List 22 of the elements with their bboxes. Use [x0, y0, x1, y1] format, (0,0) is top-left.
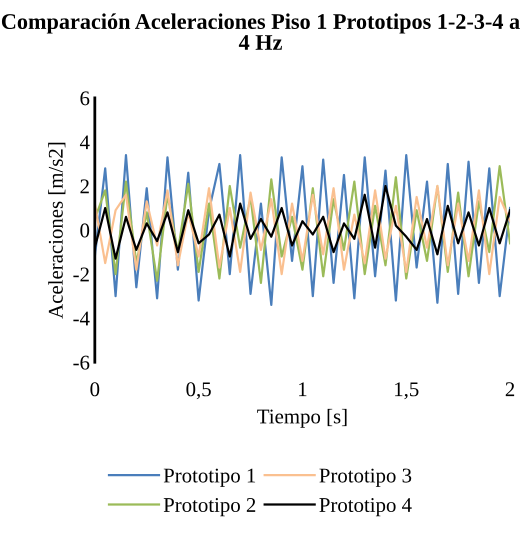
legend-label: Prototipo 1: [164, 468, 256, 487]
y-tick-label: -2: [73, 268, 89, 282]
legend-label: Prototipo 2: [164, 498, 256, 516]
x-tick-label: 1: [299, 382, 306, 396]
x-tick-label: 1,5: [395, 382, 418, 400]
y-axis-title: Aceleraciones [m/s2]: [48, 142, 66, 319]
y-tick-label: -6: [73, 356, 90, 370]
y-tick-label: 4: [80, 135, 90, 150]
x-tick-label: 2: [506, 382, 514, 396]
x-tick-label: 0,5: [186, 382, 211, 400]
y-tick-label: -4: [73, 312, 90, 326]
line-series: [94, 184, 510, 276]
legend-label: Prototipo 3: [319, 468, 412, 487]
y-tick-label: 0: [80, 223, 90, 238]
chart-title: Comparación Aceleraciones Piso 1 Prototipos 1-2-3-4 a 4 Hz: [2, 13, 520, 50]
y-tick-label: 6: [80, 91, 90, 106]
x-axis-title: Tiempo [s]: [257, 408, 347, 428]
x-tick-label: 0: [90, 382, 100, 396]
legend-label: Prototipo 4: [319, 498, 412, 516]
y-tick-label: 2: [80, 179, 89, 194]
line-series: [94, 165, 510, 284]
line-series: [94, 154, 510, 306]
